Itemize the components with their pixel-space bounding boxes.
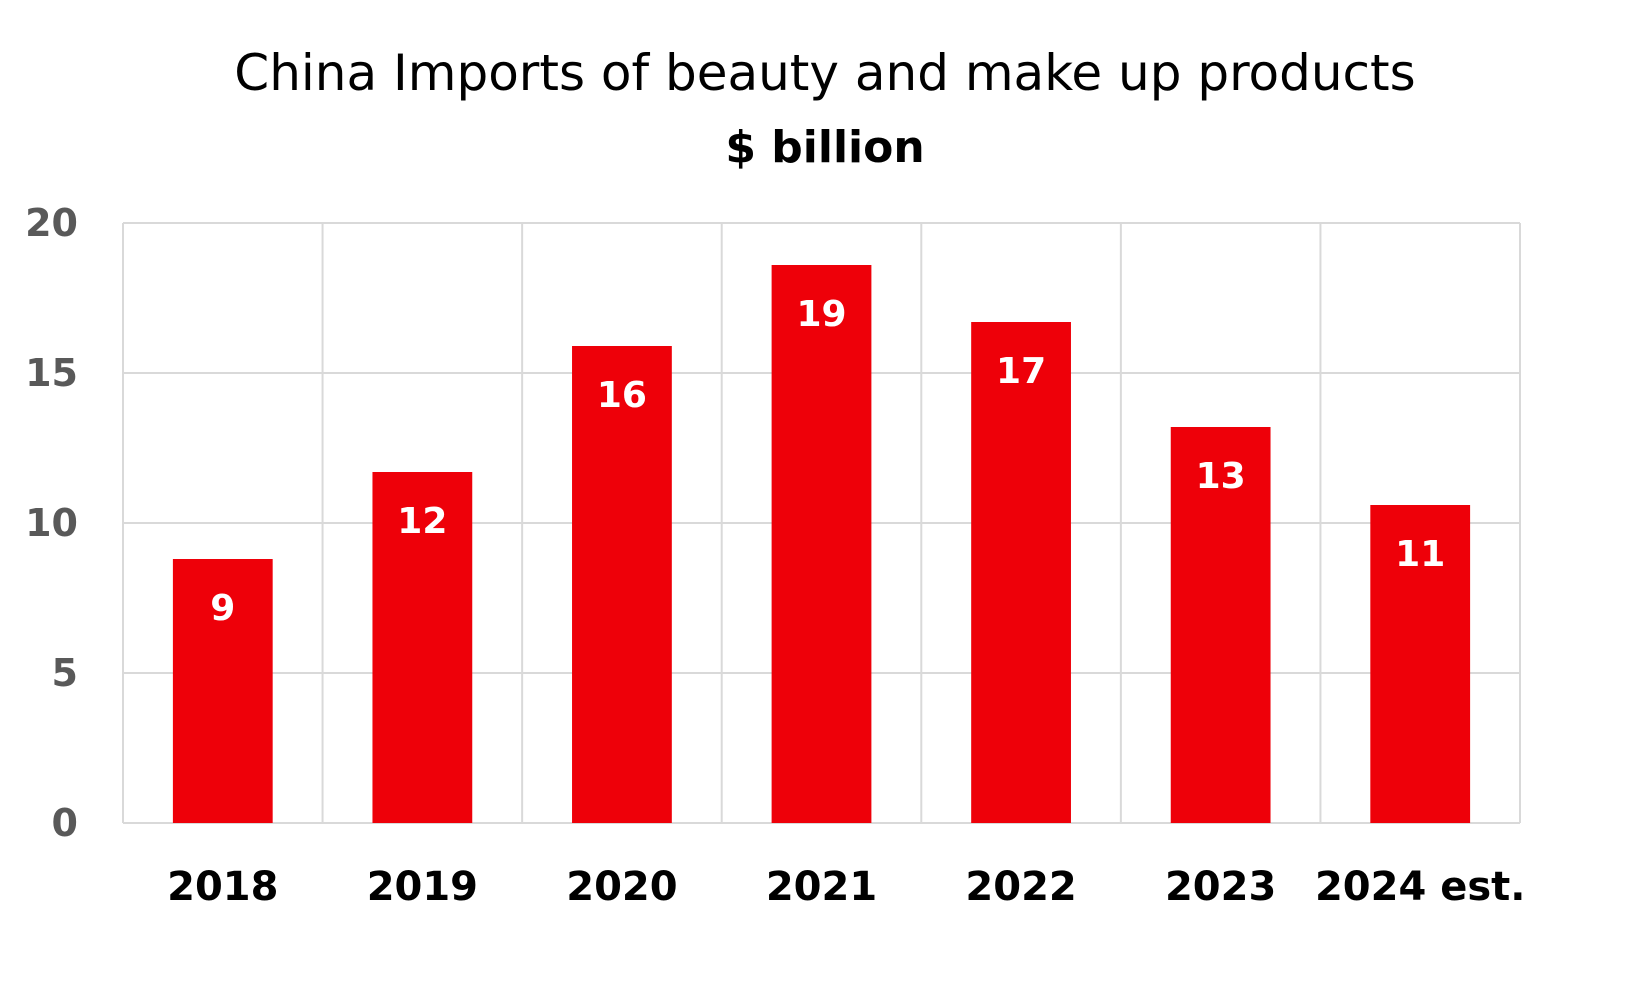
bar-2023 (1170, 427, 1271, 823)
y-tick-label: 20 (25, 201, 78, 245)
y-tick-label: 5 (52, 651, 78, 695)
bars (172, 265, 1471, 823)
x-tick-label: 2018 (167, 864, 278, 910)
bar-2020 (572, 346, 672, 823)
y-tick-label: 0 (52, 801, 78, 845)
y-tick-label: 15 (25, 351, 78, 395)
data-label: 13 (1196, 456, 1246, 497)
chart-title: China Imports of beauty and make up prod… (234, 44, 1415, 102)
data-label: 12 (397, 501, 447, 542)
y-tick-label: 10 (25, 501, 78, 545)
data-label: 11 (1395, 534, 1445, 575)
y-axis-ticks: 0 5 10 15 20 (25, 201, 78, 845)
bar-2021 (771, 265, 872, 823)
data-label: 19 (796, 294, 846, 335)
data-label: 16 (597, 375, 647, 416)
x-tick-label: 2024 est. (1315, 864, 1526, 910)
gridlines (122, 222, 1521, 824)
bar-2018 (172, 559, 273, 823)
data-labels: 9 12 16 19 17 13 11 (210, 294, 1445, 629)
x-tick-label: 2022 (965, 864, 1076, 910)
x-tick-label: 2023 (1165, 864, 1276, 910)
data-label: 17 (996, 351, 1046, 392)
data-label: 9 (210, 588, 235, 629)
x-tick-label: 2019 (367, 864, 478, 910)
x-axis-ticks: 2018 2019 2020 2021 2022 2023 2024 est. (167, 864, 1525, 910)
x-tick-label: 2020 (566, 864, 677, 910)
bar-2022 (971, 322, 1071, 823)
x-tick-label: 2021 (766, 864, 877, 910)
bar-2019 (372, 472, 473, 823)
chart-subtitle: $ billion (725, 122, 924, 173)
bar-2024-est- (1370, 505, 1471, 823)
